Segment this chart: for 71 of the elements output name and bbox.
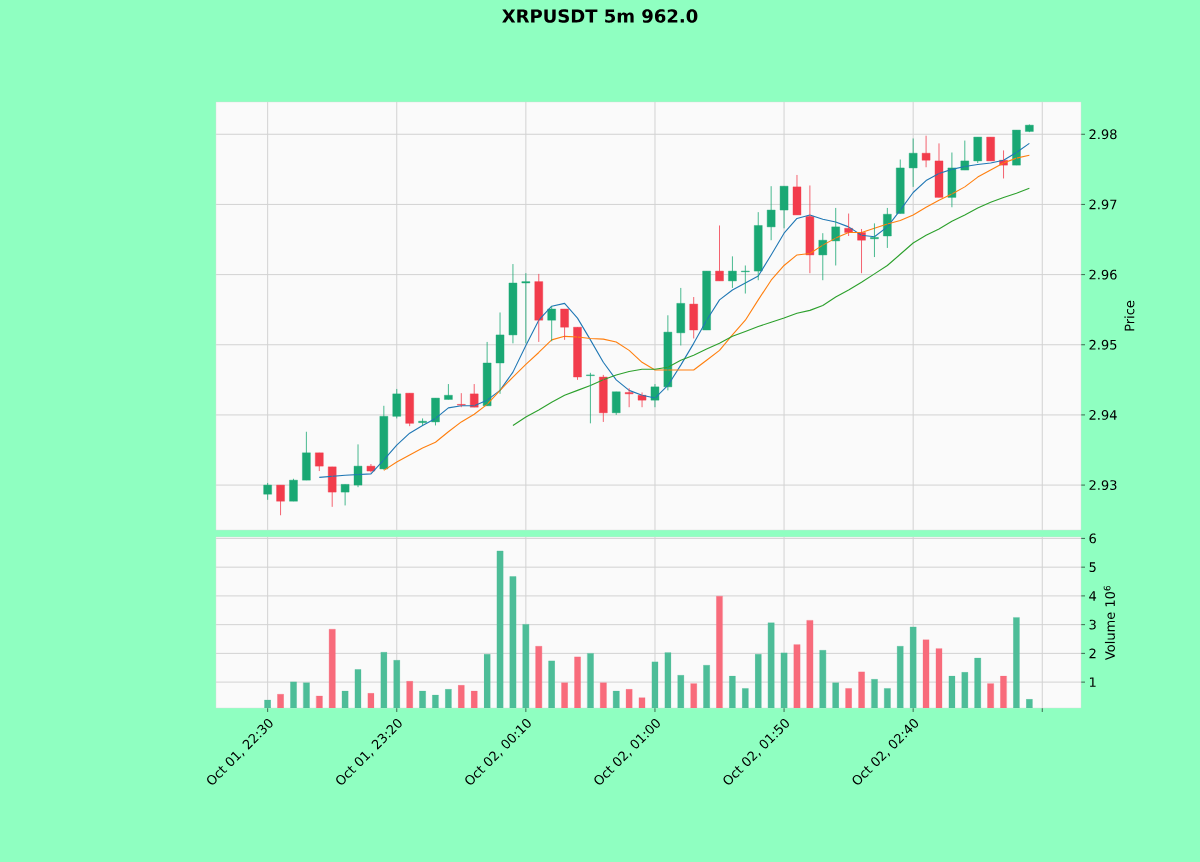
candlestick xyxy=(366,463,376,473)
candlestick xyxy=(766,185,776,241)
candlestick xyxy=(353,443,363,488)
candlestick xyxy=(444,383,453,400)
candlestick xyxy=(276,484,285,516)
candlestick xyxy=(508,263,518,344)
y-tick-label: 5 xyxy=(1089,562,1096,572)
candlestick xyxy=(702,270,711,331)
candlestick xyxy=(495,312,505,395)
candlestick xyxy=(650,383,660,408)
candlestick xyxy=(728,255,737,289)
candlestick xyxy=(934,142,944,198)
candlestick xyxy=(947,152,957,208)
candlestick xyxy=(870,222,879,258)
candlestick xyxy=(676,287,685,346)
candlestick xyxy=(599,374,608,423)
candlestick xyxy=(547,305,556,342)
y-tick-label: 2.95 xyxy=(1089,339,1117,350)
candlestick xyxy=(405,392,414,427)
candlestick xyxy=(457,392,466,408)
y-tick-label: 2.96 xyxy=(1089,269,1117,280)
y-tick-label: 4 xyxy=(1089,591,1097,601)
chart-title: XRPUSDT 5m 962.0 xyxy=(502,9,698,23)
candlestick xyxy=(741,265,750,294)
candlestick xyxy=(896,159,905,214)
candlestick xyxy=(418,418,427,426)
candlestick xyxy=(908,138,918,188)
y-tick-label: 2 xyxy=(1089,648,1096,659)
candlestick xyxy=(637,392,647,408)
candlestick xyxy=(779,185,789,229)
candlestick xyxy=(379,405,389,471)
candlestick xyxy=(573,326,582,381)
y-tick-label: 2.93 xyxy=(1089,480,1117,490)
candlestick xyxy=(263,482,272,501)
candlestick xyxy=(315,452,324,472)
candlestick xyxy=(792,174,802,216)
candlestick xyxy=(754,211,763,281)
candlestick xyxy=(482,341,492,407)
candlestick xyxy=(328,466,337,508)
y-axis-title: Volume 10$^{6}$ xyxy=(1103,585,1115,661)
candlestick xyxy=(663,314,673,391)
candlestick xyxy=(470,383,479,408)
candlestick xyxy=(302,431,311,481)
candlestick xyxy=(612,391,621,416)
candlestick xyxy=(586,372,595,424)
candlestick xyxy=(392,388,401,419)
candlestick xyxy=(973,136,982,164)
candlestick xyxy=(534,273,543,343)
candlestick xyxy=(715,225,724,282)
candlestick xyxy=(805,185,815,274)
candlestick xyxy=(624,387,634,408)
candlestick xyxy=(921,135,931,168)
candlestick xyxy=(986,136,995,162)
candlestick xyxy=(521,272,531,344)
y-tick-label: 2.97 xyxy=(1089,199,1117,210)
y-axis-title: Price xyxy=(1124,300,1135,331)
y-tick-label: 6 xyxy=(1089,533,1096,544)
candlestick xyxy=(831,207,840,266)
candlestick xyxy=(431,397,440,426)
candlestick xyxy=(689,296,698,339)
candlestick xyxy=(818,232,827,281)
candlestick xyxy=(560,308,569,341)
y-tick-label: 2.94 xyxy=(1089,410,1117,420)
y-tick-label: 2.98 xyxy=(1089,129,1117,140)
candlestick xyxy=(289,478,298,502)
y-tick-label: 1 xyxy=(1089,677,1096,687)
y-tick-label: 3 xyxy=(1089,619,1096,630)
candlestick xyxy=(340,483,350,506)
candlestick xyxy=(1012,129,1021,166)
candlestick xyxy=(1025,124,1034,133)
line-series xyxy=(512,187,1030,426)
